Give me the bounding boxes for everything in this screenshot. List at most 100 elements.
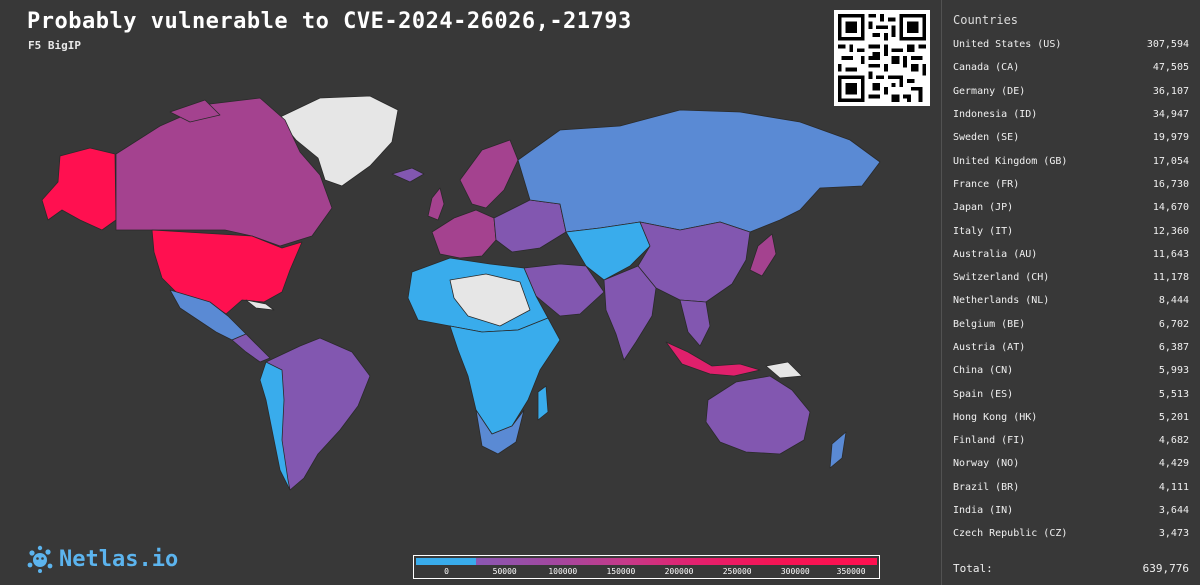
country-count: 4,111	[1158, 481, 1189, 493]
list-item: France (FR) 16,730	[942, 173, 1200, 196]
list-item: Japan (JP) 14,670	[942, 196, 1200, 219]
country-name: Japan (JP)	[953, 202, 1014, 214]
region-south-africa	[475, 409, 525, 455]
country-count: 19,979	[1152, 132, 1189, 144]
legend-gradient-bar	[416, 558, 877, 565]
countries-heading: Countries	[953, 13, 1019, 27]
brand-name: Netlas.io	[59, 546, 179, 572]
list-item: Belgium (BE) 6,702	[942, 313, 1200, 336]
country-name: Spain (ES)	[953, 388, 1014, 400]
list-item: Brazil (BR) 4,111	[942, 476, 1200, 499]
country-name: Hong Kong (HK)	[953, 411, 1038, 423]
country-name: Finland (FI)	[953, 435, 1026, 447]
legend-tick: 0	[444, 567, 449, 576]
country-name: Czech Republic (CZ)	[953, 528, 1068, 540]
region-sahel	[449, 273, 531, 327]
list-item: Norway (NO) 4,429	[942, 452, 1200, 475]
region-western-europe	[431, 209, 497, 259]
total-value: 639,776	[1142, 562, 1189, 575]
region-new-zealand	[829, 431, 847, 469]
country-name: Switzerland (CH)	[953, 272, 1050, 284]
countries-panel: Countries United States (US) 307,594 Cana…	[941, 0, 1200, 585]
legend-tick: 350000	[836, 567, 866, 576]
region-australia	[705, 375, 811, 455]
list-item: Australia (AU) 11,643	[942, 243, 1200, 266]
country-name: India (IN)	[953, 505, 1014, 517]
total-row: Total: 639,776	[942, 562, 1200, 575]
netlas-logo-icon	[27, 545, 53, 573]
list-item: India (IN) 3,644	[942, 499, 1200, 522]
legend-tick: 200000	[664, 567, 694, 576]
country-count: 5,513	[1158, 388, 1189, 400]
country-name: Sweden (SE)	[953, 132, 1020, 144]
region-new-guinea	[765, 361, 803, 379]
country-count: 16,730	[1152, 178, 1189, 190]
country-count: 14,670	[1152, 202, 1189, 214]
country-count: 3,473	[1158, 528, 1189, 540]
country-name: United States (US)	[953, 39, 1062, 51]
list-item: Netherlands (NL) 8,444	[942, 289, 1200, 312]
region-southeast-asia	[679, 299, 711, 347]
region-caribbean	[245, 299, 275, 311]
page-subtitle: F5 BigIP	[28, 39, 81, 52]
page-title: Probably vulnerable to CVE-2024-26026,-2…	[27, 9, 632, 34]
legend-tick: 50000	[492, 567, 517, 576]
country-name: Australia (AU)	[953, 248, 1038, 260]
list-item: Indonesia (ID) 34,947	[942, 103, 1200, 126]
region-central-america	[231, 333, 271, 363]
region-china	[637, 221, 751, 303]
list-item: China (CN) 5,993	[942, 359, 1200, 382]
country-count: 34,947	[1152, 109, 1189, 121]
country-count: 4,429	[1158, 458, 1189, 470]
region-scandinavia	[459, 139, 519, 209]
country-count: 3,644	[1158, 505, 1189, 517]
list-item: Italy (IT) 12,360	[942, 219, 1200, 242]
region-andes	[259, 361, 291, 491]
netlas-logo: Netlas.io	[27, 545, 178, 573]
country-count: 11,178	[1152, 272, 1189, 284]
list-item: Spain (ES) 5,513	[942, 382, 1200, 405]
region-uk	[427, 187, 445, 221]
region-greenland	[277, 95, 399, 187]
legend-tick: 150000	[606, 567, 636, 576]
list-item: United States (US) 307,594	[942, 33, 1200, 56]
legend-tick: 250000	[722, 567, 752, 576]
total-label: Total:	[953, 562, 993, 575]
list-item: Hong Kong (HK) 5,201	[942, 406, 1200, 429]
country-count: 5,201	[1158, 411, 1189, 423]
country-name: United Kingdom (GB)	[953, 155, 1068, 167]
country-count: 17,054	[1152, 155, 1189, 167]
country-name: Belgium (BE)	[953, 318, 1026, 330]
color-scale-legend: 0 50000 100000 150000 200000 250000 3000…	[413, 555, 880, 579]
region-iceland	[391, 167, 425, 183]
country-name: Brazil (BR)	[953, 481, 1020, 493]
country-list: United States (US) 307,594 Canada (CA) 47,…	[942, 33, 1200, 546]
legend-tick: 300000	[780, 567, 810, 576]
region-canada	[115, 97, 333, 247]
list-item: Austria (AT) 6,387	[942, 336, 1200, 359]
list-item: Germany (DE) 36,107	[942, 80, 1200, 103]
country-name: Canada (CA)	[953, 62, 1020, 74]
country-count: 36,107	[1152, 85, 1189, 97]
country-name: France (FR)	[953, 178, 1020, 190]
region-central-asia	[565, 221, 651, 281]
qr-code-icon	[834, 10, 930, 106]
country-count: 5,993	[1158, 365, 1189, 377]
country-count: 11,643	[1152, 248, 1189, 260]
region-alaska	[41, 147, 117, 231]
country-count: 6,702	[1158, 318, 1189, 330]
country-name: Norway (NO)	[953, 458, 1020, 470]
region-canada-islands	[169, 99, 221, 123]
country-count: 307,594	[1146, 39, 1189, 51]
country-count: 47,505	[1152, 62, 1189, 74]
country-name: Italy (IT)	[953, 225, 1014, 237]
list-item: Finland (FI) 4,682	[942, 429, 1200, 452]
country-count: 6,387	[1158, 342, 1189, 353]
list-item: Canada (CA) 47,505	[942, 56, 1200, 79]
country-count: 8,444	[1158, 295, 1189, 307]
region-indonesia	[665, 341, 761, 377]
region-central-africa	[449, 317, 561, 435]
world-map	[41, 95, 881, 491]
country-name: China (CN)	[953, 365, 1014, 377]
region-india	[603, 265, 657, 361]
